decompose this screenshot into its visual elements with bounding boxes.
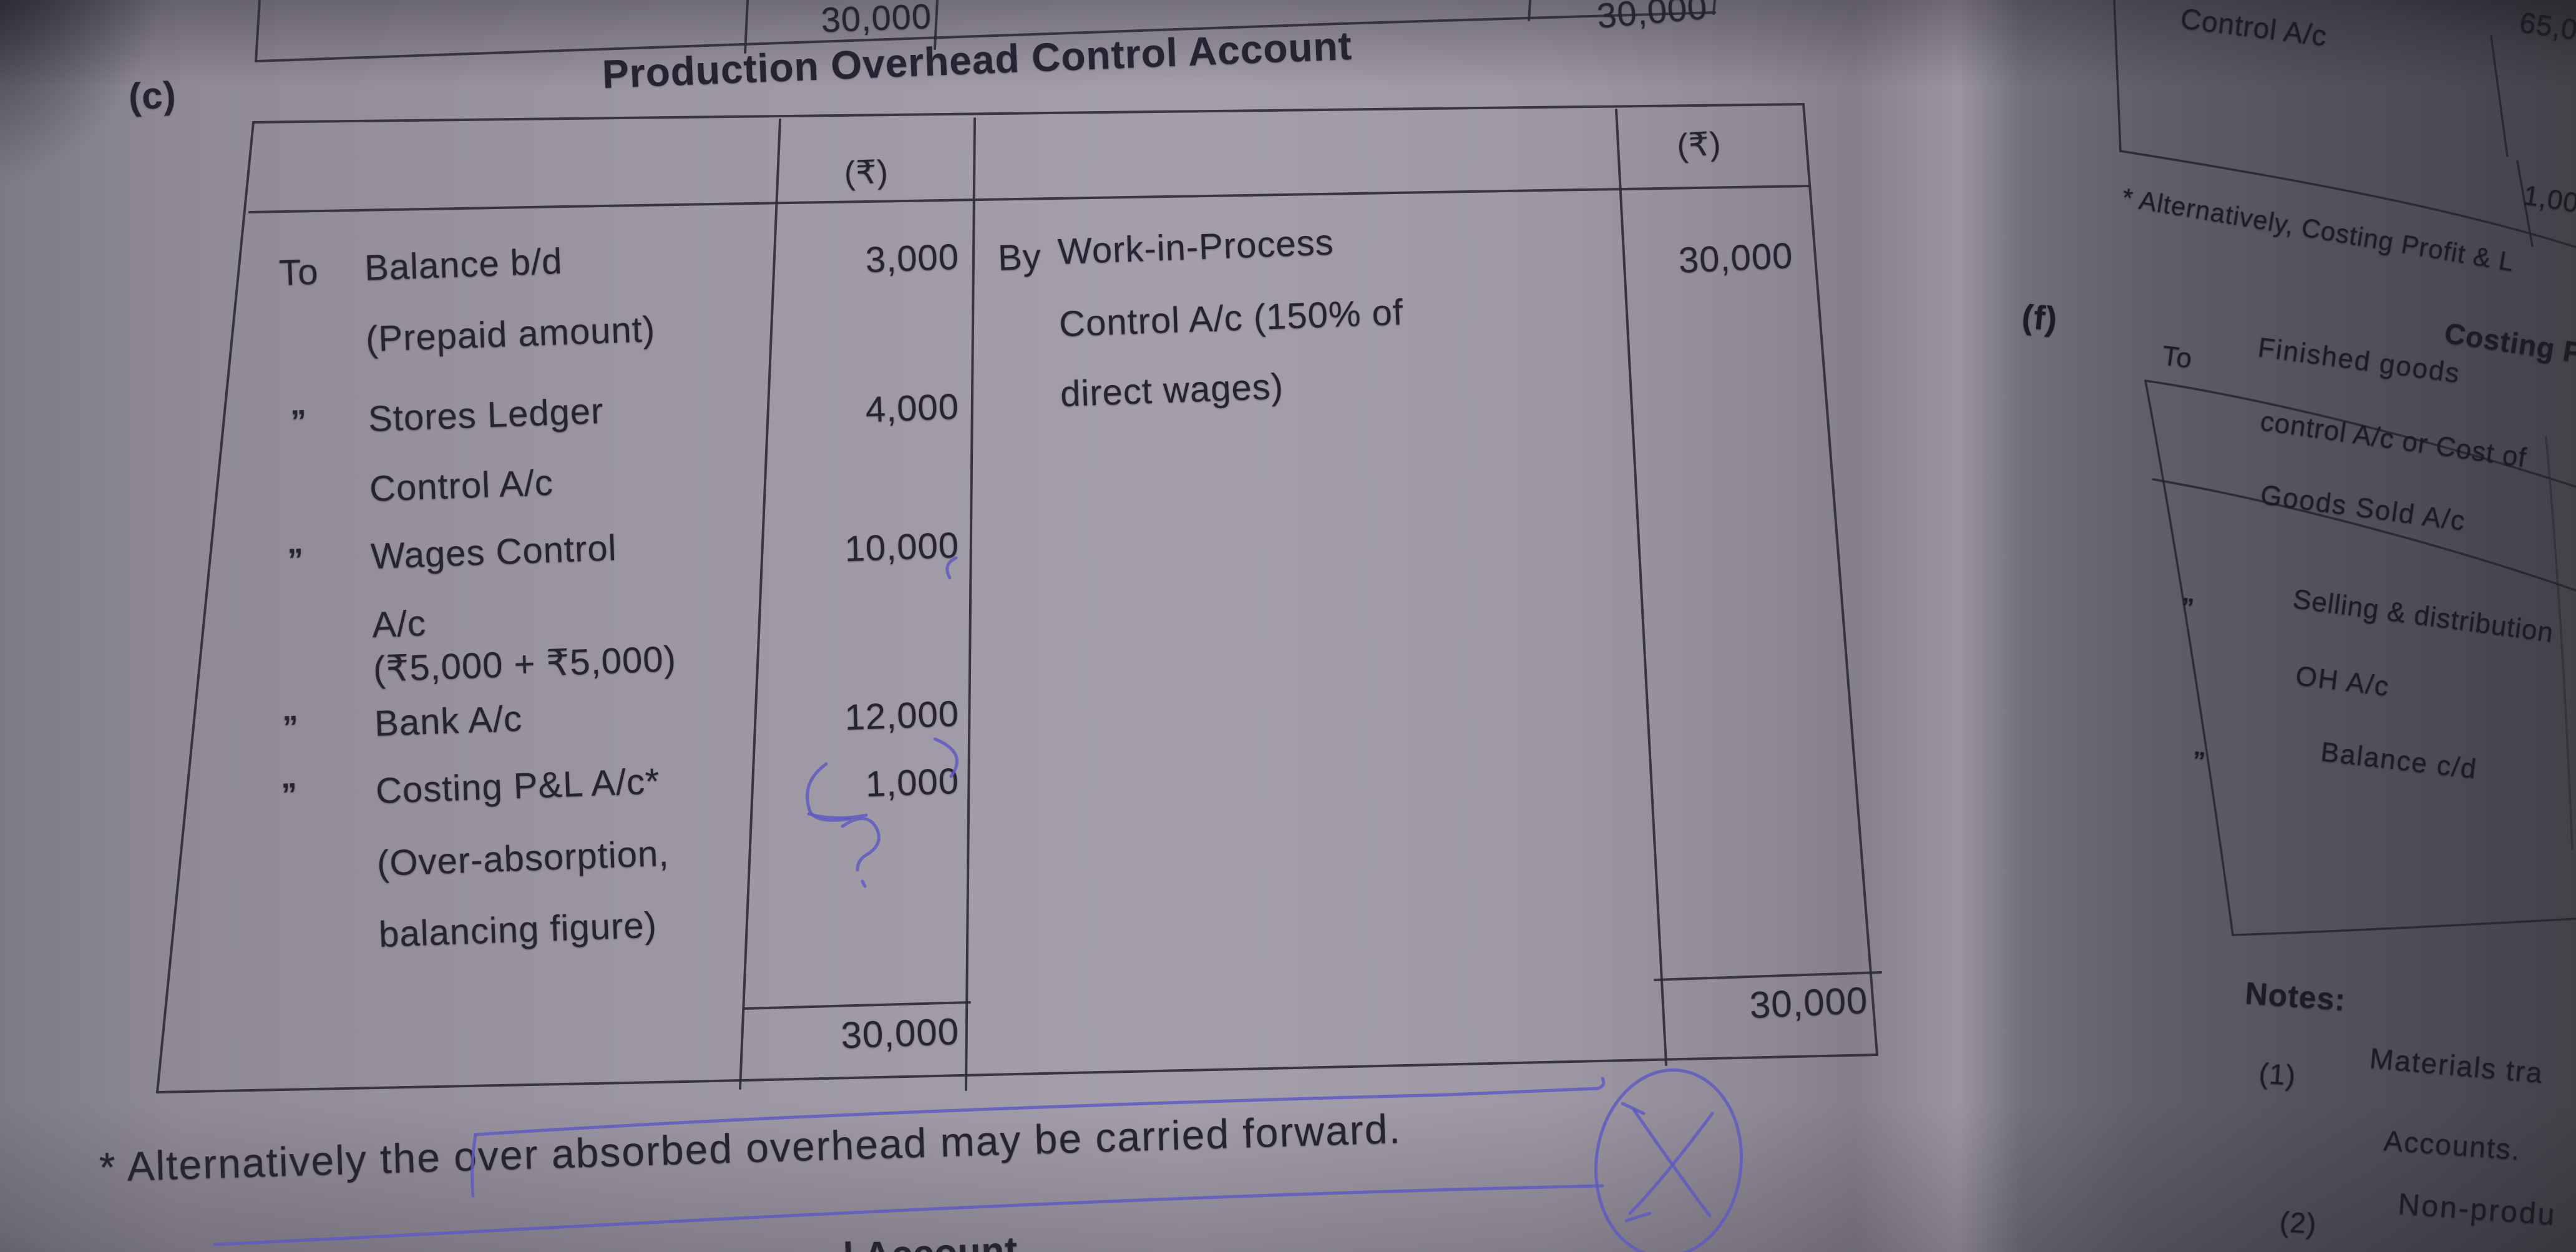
pen-circle-mark <box>1594 1068 1744 1252</box>
pen-question-dot <box>861 879 867 888</box>
pen-x-serif-1 <box>1621 1102 1646 1115</box>
pen-paren-close-1000 <box>933 737 959 778</box>
pen-paren-open-1000 <box>806 762 852 822</box>
pen-x-serif-2 <box>1624 1211 1652 1223</box>
pen-underline-1000 <box>807 812 868 819</box>
pen-x-stroke-2 <box>1628 1112 1714 1215</box>
pen-underline-footnote <box>213 1184 1604 1246</box>
pen-tick-under-10000 <box>945 556 958 580</box>
pen-question-mark <box>841 817 881 872</box>
pen-bracket-left <box>471 1133 477 1198</box>
pen-overline-footnote <box>474 1077 1606 1137</box>
pen-x-stroke-1 <box>1632 1108 1712 1218</box>
